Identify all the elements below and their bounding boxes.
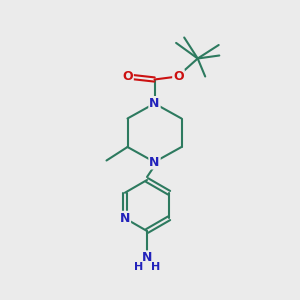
Text: H: H xyxy=(151,262,160,272)
Text: N: N xyxy=(120,212,130,225)
Text: O: O xyxy=(173,70,184,83)
Text: H: H xyxy=(134,262,143,272)
Text: N: N xyxy=(149,97,160,110)
Text: O: O xyxy=(122,70,133,83)
Text: N: N xyxy=(149,155,160,169)
Text: N: N xyxy=(142,251,152,264)
